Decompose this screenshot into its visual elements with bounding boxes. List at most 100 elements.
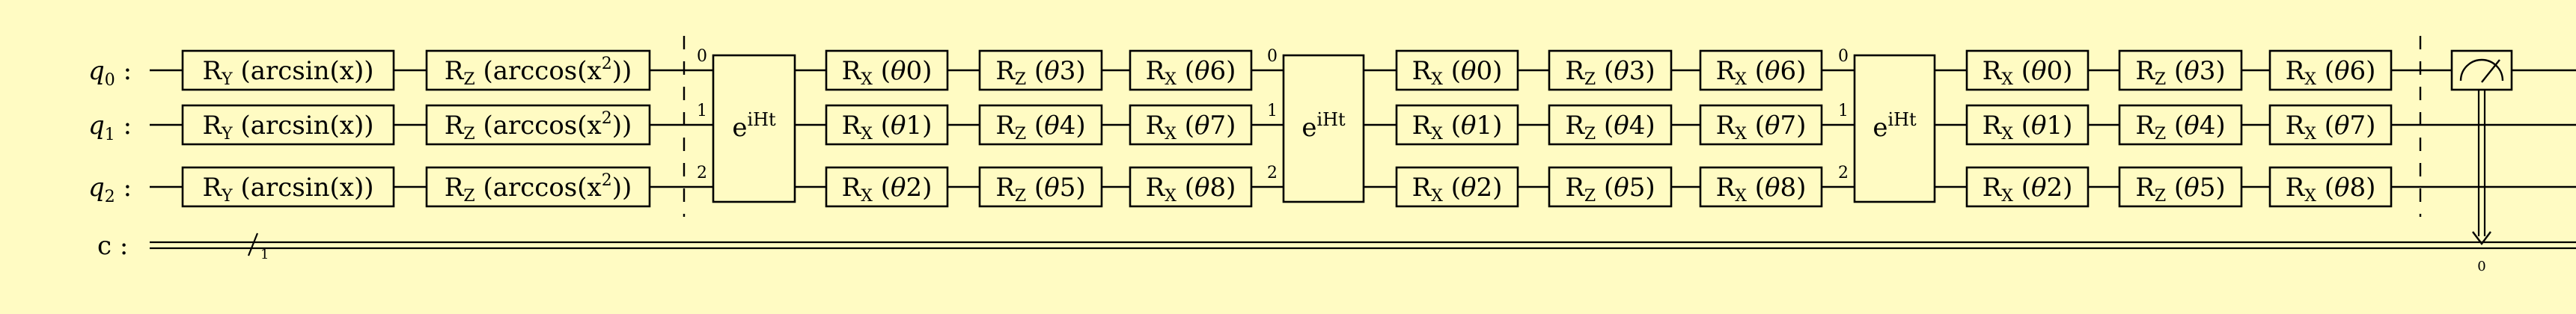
rz-encoding-gate-q0: RZ (arccos(x2)) xyxy=(425,49,651,91)
variational-gate-l2-c2-q1: RX (θ7) xyxy=(2268,104,2393,146)
variational-gate-l1-c1-q2: RZ (θ5) xyxy=(1548,166,1673,208)
evolution-port-label-1: 1 xyxy=(697,102,707,120)
gate-box xyxy=(1548,104,1673,146)
variational-gate-l1-c0-q0: RX (θ0) xyxy=(1395,49,1519,91)
gate-box xyxy=(425,166,651,208)
gate-box xyxy=(181,166,395,208)
gate-box xyxy=(978,166,1103,208)
evolution-port-label-0: 0 xyxy=(1838,47,1849,66)
gate-label: RX (θ8) xyxy=(1146,173,1236,206)
gate-label: RZ (arccos(x2)) xyxy=(445,109,632,144)
variational-gate-l2-c1-q1: RZ (θ4) xyxy=(2118,104,2243,146)
variational-gate-l2-c0-q1: RX (θ1) xyxy=(1965,104,2090,146)
gate-label: RX (θ0) xyxy=(842,56,933,89)
gate-box xyxy=(2118,104,2243,146)
gate-box xyxy=(2118,49,2243,91)
gate-box xyxy=(425,49,651,91)
gate-label: RX (θ7) xyxy=(2286,111,2376,144)
variational-gate-l0-c0-q0: RX (θ0) xyxy=(825,49,949,91)
variational-gate-l0-c2-q1: RX (θ7) xyxy=(1129,104,1253,146)
variational-gate-l1-c2-q0: RX (θ6) xyxy=(1699,49,1823,91)
gate-label: RX (θ1) xyxy=(1983,111,2073,144)
gate-label: RZ (θ3) xyxy=(995,56,1085,89)
gate-box xyxy=(1699,104,1823,146)
evolution-port-label-2: 2 xyxy=(1267,164,1278,182)
evolution-port-label-2: 2 xyxy=(1838,164,1849,182)
variational-gate-l2-c1-q0: RZ (θ3) xyxy=(2118,49,2243,91)
gate-label: RX (θ7) xyxy=(1716,111,1807,144)
meter-needle xyxy=(2481,59,2500,83)
gate-label: RX (θ8) xyxy=(2286,173,2376,206)
gate-label: RY (arcsin(x)) xyxy=(203,173,374,206)
evolution-gate-label: eiHt xyxy=(1301,109,1346,143)
measurement-bit-label: 0 xyxy=(2477,259,2485,274)
gate-label: RX (θ2) xyxy=(1983,173,2073,206)
gate-box xyxy=(1548,166,1673,208)
gate-label: RX (θ6) xyxy=(2286,56,2376,89)
evolution-gate-2: eiHt 0 1 2 xyxy=(1838,47,1936,203)
rz-encoding-gate-q1: RZ (arccos(x2)) xyxy=(425,104,651,146)
evolution-port-label-0: 0 xyxy=(1267,47,1278,66)
gate-box xyxy=(1699,49,1823,91)
gate-box xyxy=(181,49,395,91)
evolution-gate-box xyxy=(1853,54,1936,203)
gate-box xyxy=(425,104,651,146)
gate-box xyxy=(825,49,949,91)
gate-label: RY (arcsin(x)) xyxy=(203,111,374,144)
variational-gate-l0-c1-q0: RZ (θ3) xyxy=(978,49,1103,91)
variational-gate-l0-c1-q1: RZ (θ4) xyxy=(978,104,1103,146)
meter-arc xyxy=(2459,58,2504,81)
gate-box xyxy=(1395,104,1519,146)
evolution-port-label-2: 2 xyxy=(697,164,707,182)
gate-box xyxy=(2268,49,2393,91)
measurement-gate xyxy=(2450,49,2513,91)
variational-gate-l1-c0-q2: RX (θ2) xyxy=(1395,166,1519,208)
gate-box xyxy=(1129,166,1253,208)
qubit-label-2: q2 : xyxy=(88,173,132,206)
gate-label: RZ (θ4) xyxy=(995,111,1085,144)
gate-box xyxy=(2268,166,2393,208)
gate-label: RX (θ2) xyxy=(1412,173,1503,206)
evolution-gate-1: eiHt 0 1 2 xyxy=(1267,47,1365,203)
gate-box xyxy=(1395,49,1519,91)
gate-box xyxy=(1965,49,2090,91)
gate-label: RZ (arccos(x2)) xyxy=(445,171,632,206)
gate-label: RZ (θ5) xyxy=(995,173,1085,206)
gate-label: RX (θ1) xyxy=(842,111,933,144)
gate-label: RX (θ2) xyxy=(842,173,933,206)
gate-label: RZ (θ4) xyxy=(1565,111,1655,144)
ry-encoding-gate-q0: RY (arcsin(x)) xyxy=(181,49,395,91)
variational-gate-l0-c0-q1: RX (θ1) xyxy=(825,104,949,146)
gate-box xyxy=(1129,104,1253,146)
variational-gate-l1-c1-q0: RZ (θ3) xyxy=(1548,49,1673,91)
gate-label: RY (arcsin(x)) xyxy=(203,56,374,89)
classical-label: c : xyxy=(97,231,128,261)
gate-label: RZ (arccos(x2)) xyxy=(445,55,632,89)
variational-gate-l0-c0-q2: RX (θ2) xyxy=(825,166,949,208)
gate-box xyxy=(1395,166,1519,208)
gate-box xyxy=(2268,104,2393,146)
qubit-label-0: q0 : xyxy=(88,56,132,90)
gate-box xyxy=(1965,166,2090,208)
bundle-slash xyxy=(247,233,259,256)
variational-gate-l1-c1-q1: RZ (θ4) xyxy=(1548,104,1673,146)
gate-box xyxy=(825,104,949,146)
gate-label: RZ (θ5) xyxy=(2135,173,2225,206)
evolution-gate-label: eiHt xyxy=(732,109,776,143)
evolution-port-label-0: 0 xyxy=(697,47,707,66)
gate-box xyxy=(978,49,1103,91)
evolution-gate-box xyxy=(1282,54,1365,203)
bundle-width-label: 1 xyxy=(260,247,269,262)
variational-gate-l0-c2-q2: RX (θ8) xyxy=(1129,166,1253,208)
variational-gate-l1-c0-q1: RX (θ1) xyxy=(1395,104,1519,146)
variational-gate-l1-c2-q2: RX (θ8) xyxy=(1699,166,1823,208)
ry-encoding-gate-q2: RY (arcsin(x)) xyxy=(181,166,395,208)
variational-gate-l2-c2-q0: RX (θ6) xyxy=(2268,49,2393,91)
gate-label: RZ (θ3) xyxy=(1565,56,1655,89)
gate-label: RX (θ6) xyxy=(1716,56,1807,89)
evolution-port-label-1: 1 xyxy=(1267,102,1278,120)
gate-label: RX (θ8) xyxy=(1716,173,1807,206)
variational-gate-l0-c2-q0: RX (θ6) xyxy=(1129,49,1253,91)
qubit-label-1: q1 : xyxy=(88,111,132,144)
